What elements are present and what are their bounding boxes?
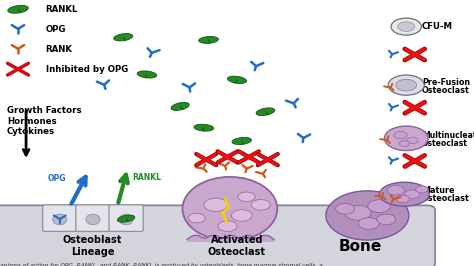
Ellipse shape	[86, 214, 100, 225]
Ellipse shape	[232, 138, 252, 144]
Circle shape	[368, 200, 391, 213]
Circle shape	[405, 190, 420, 198]
Circle shape	[399, 141, 410, 147]
Circle shape	[377, 214, 396, 225]
Text: Multinucleated: Multinucleated	[422, 131, 474, 140]
Circle shape	[394, 131, 407, 139]
Circle shape	[384, 126, 428, 151]
Circle shape	[238, 192, 255, 202]
Ellipse shape	[171, 102, 189, 110]
FancyBboxPatch shape	[0, 205, 435, 266]
Text: Osteoclast: Osteoclast	[422, 139, 468, 148]
Circle shape	[396, 79, 417, 91]
Ellipse shape	[118, 215, 135, 222]
Text: CFU-M: CFU-M	[422, 22, 453, 31]
Text: Osteoblast
Lineage: Osteoblast Lineage	[63, 235, 122, 257]
Text: Bone: Bone	[338, 239, 382, 253]
Circle shape	[345, 205, 371, 220]
Text: OPG: OPG	[46, 25, 66, 34]
Circle shape	[416, 186, 428, 193]
Ellipse shape	[137, 71, 157, 78]
Text: anisms of action for OPG, RANKL, and RANK. RANKL is produced by osteoblasts, bon: anisms of action for OPG, RANKL, and RAN…	[0, 263, 323, 266]
Circle shape	[204, 198, 228, 211]
Circle shape	[251, 200, 270, 210]
Circle shape	[396, 195, 410, 203]
Circle shape	[188, 213, 205, 223]
Circle shape	[231, 210, 252, 221]
Circle shape	[218, 221, 237, 231]
Text: RANK: RANK	[46, 45, 73, 54]
Text: RANKL: RANKL	[46, 5, 78, 14]
Text: Osteoclast: Osteoclast	[422, 194, 470, 203]
Circle shape	[336, 203, 355, 214]
Ellipse shape	[256, 108, 275, 115]
Text: Pre-Fusion: Pre-Fusion	[422, 78, 470, 88]
Text: Activated
Osteoclast: Activated Osteoclast	[208, 235, 266, 257]
Ellipse shape	[194, 124, 214, 131]
Circle shape	[398, 22, 415, 31]
Ellipse shape	[119, 214, 133, 225]
Text: Inhibited by OPG: Inhibited by OPG	[46, 65, 128, 74]
FancyBboxPatch shape	[43, 205, 77, 231]
Circle shape	[388, 75, 424, 95]
Ellipse shape	[114, 34, 133, 41]
Circle shape	[407, 137, 418, 144]
Circle shape	[387, 185, 404, 195]
Ellipse shape	[8, 5, 28, 13]
Text: Mature: Mature	[422, 186, 455, 196]
Circle shape	[391, 18, 421, 35]
FancyBboxPatch shape	[76, 205, 110, 231]
Ellipse shape	[326, 191, 409, 240]
Ellipse shape	[199, 36, 219, 43]
Ellipse shape	[53, 214, 67, 225]
Ellipse shape	[228, 76, 246, 84]
Ellipse shape	[379, 182, 429, 206]
FancyBboxPatch shape	[109, 205, 143, 231]
Ellipse shape	[182, 177, 277, 241]
Text: Growth Factors
Hormones
Cytokines: Growth Factors Hormones Cytokines	[7, 106, 82, 136]
Text: RANKL: RANKL	[132, 173, 161, 182]
Text: OPG: OPG	[48, 174, 66, 183]
Circle shape	[358, 218, 379, 229]
Text: Osteoclast: Osteoclast	[422, 86, 470, 95]
